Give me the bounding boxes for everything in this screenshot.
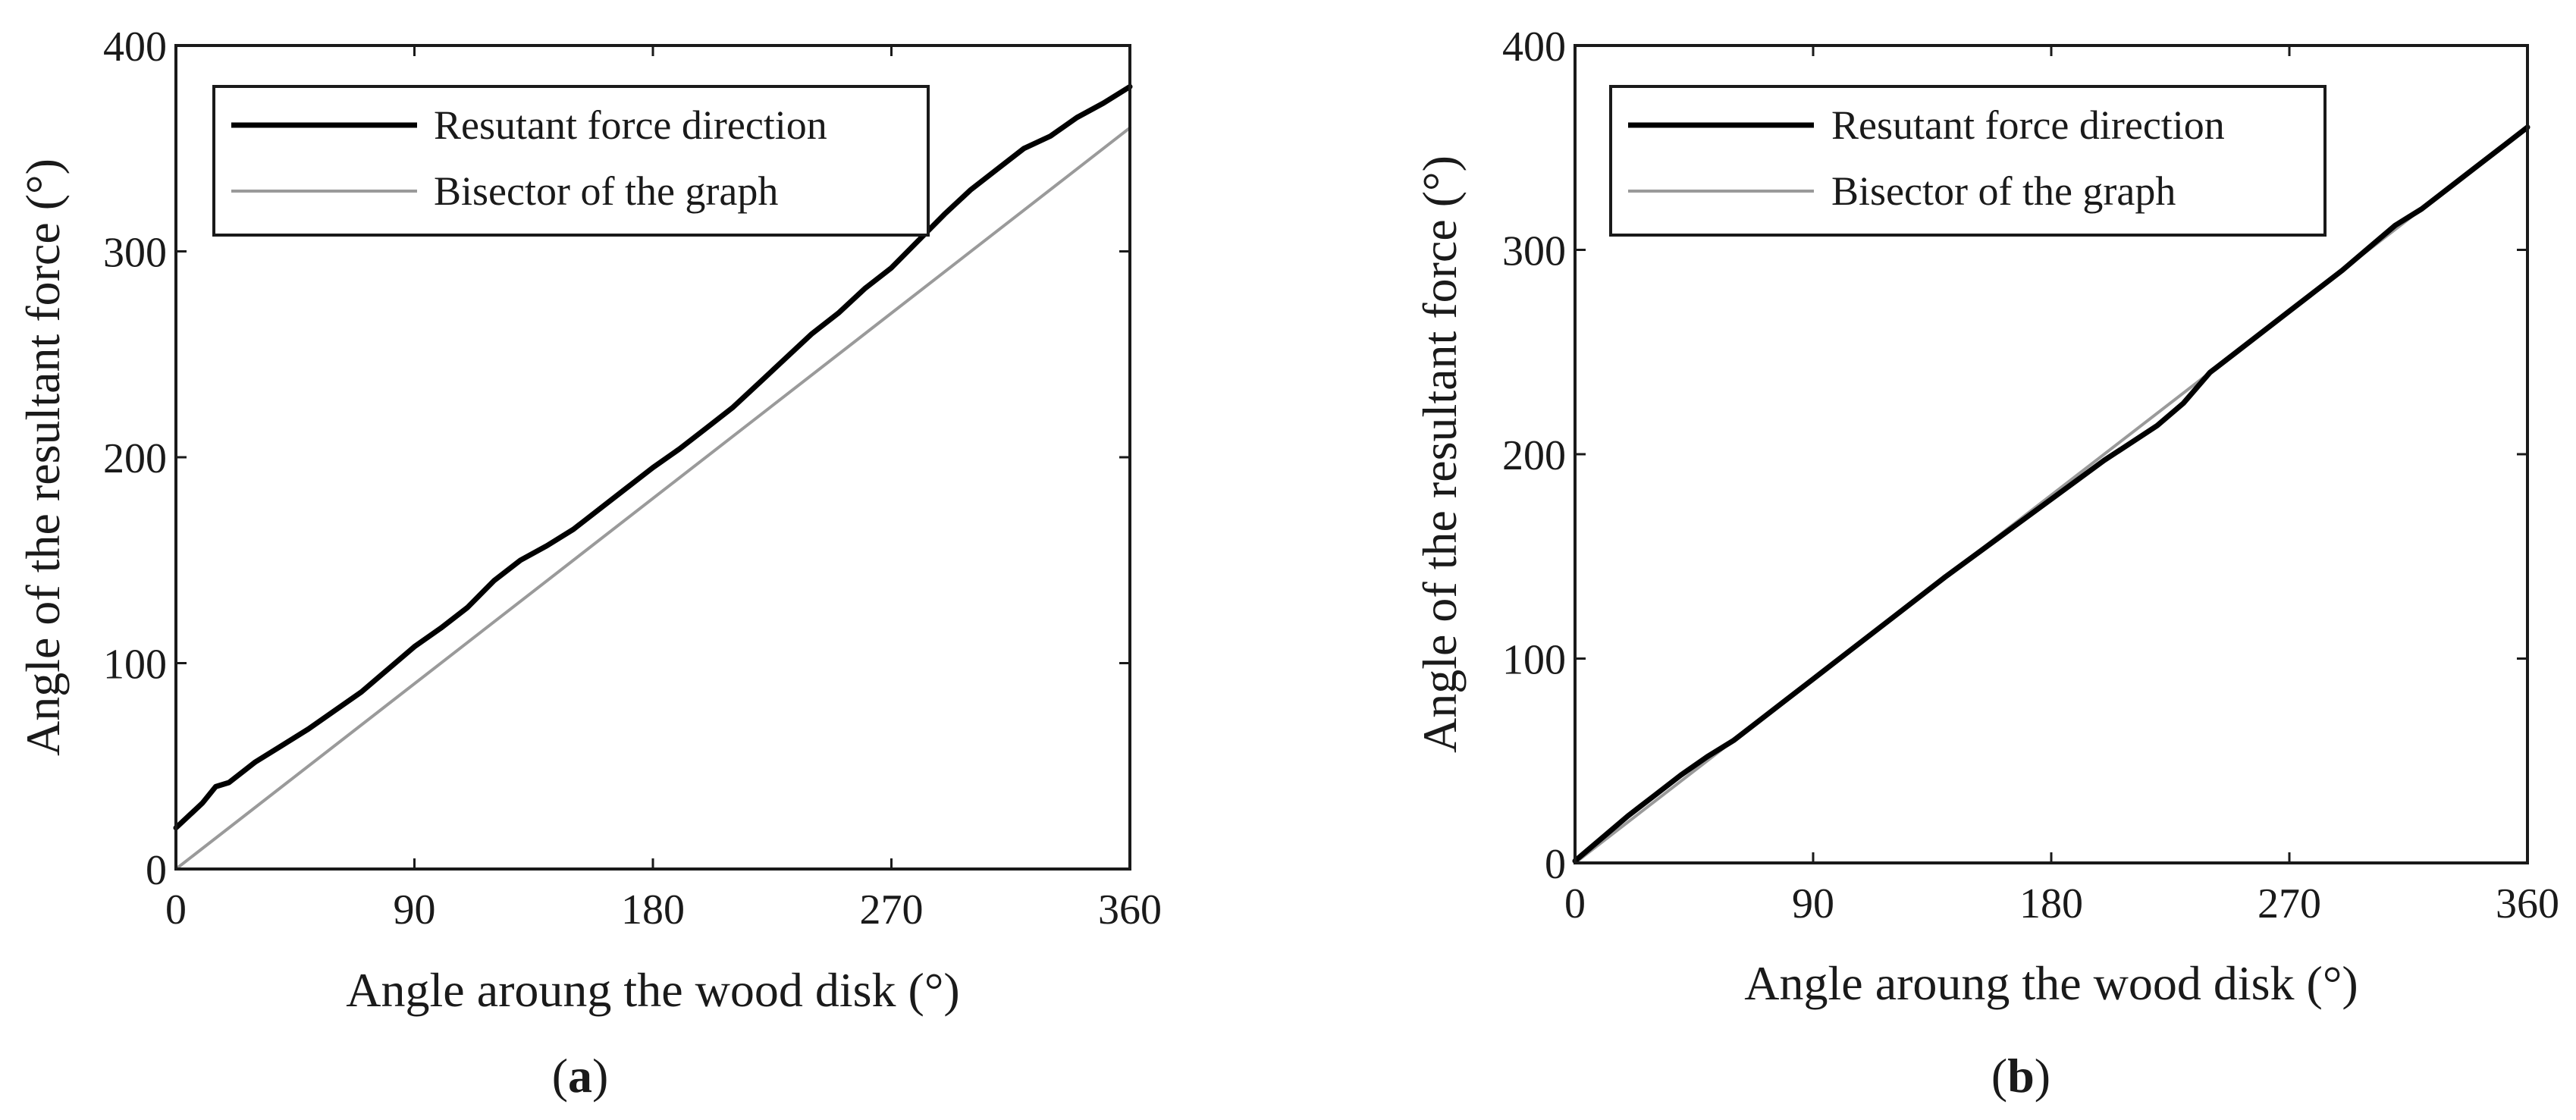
legend-box [212, 85, 930, 237]
y-tick-label: 400 [103, 24, 167, 71]
bisector-line [174, 126, 1131, 871]
panel-caption: (a) [552, 1049, 609, 1103]
legend: Resutant force direction Bisector of the… [212, 85, 930, 237]
x-tick-label: 90 [394, 886, 436, 933]
panel-a: 0 90 180 270 360 0 100 200 300 400 Angle… [16, 24, 1162, 1103]
x-tick-label: 180 [621, 886, 685, 933]
y-tick-label: 200 [1502, 432, 1566, 479]
x-axis-label: Angle aroung the wood disk (°) [346, 963, 959, 1017]
y-tick-label: 400 [1502, 24, 1566, 71]
x-tick-label: 270 [860, 886, 924, 933]
panel-caption: (b) [1991, 1049, 2050, 1103]
x-axis-label: Angle aroung the wood disk (°) [1744, 956, 2358, 1010]
y-tick-label: 300 [103, 230, 167, 277]
x-tick-label: 270 [2258, 880, 2321, 927]
legend: Resutant force direction Bisector of the… [1609, 85, 2327, 237]
legend-label: Resutant force direction [1831, 102, 2225, 148]
x-tick-label: 180 [2019, 880, 2083, 927]
y-axis-label: Angle of the resultant force (°) [1413, 155, 1467, 753]
resultant-force-line [173, 83, 1133, 831]
y-tick-label: 100 [103, 642, 167, 689]
panel-letter: a [568, 1049, 592, 1103]
x-tick-label: 0 [165, 886, 187, 933]
plot-area-b [1572, 44, 2531, 864]
x-tick-label: 0 [1564, 880, 1586, 927]
x-tick-label: 360 [1098, 886, 1162, 933]
legend-label: Bisector of the graph [434, 168, 778, 214]
resultant-force-line [1572, 124, 2531, 864]
plot-area-a [173, 44, 1133, 871]
x-tick-label: 90 [1792, 880, 1834, 927]
legend-label: Bisector of the graph [1831, 168, 2176, 214]
x-tick-label: 360 [2496, 880, 2559, 927]
panel-b: 0 90 180 270 360 0 100 200 300 400 Angle… [1413, 24, 2559, 1103]
y-tick-label: 300 [1502, 228, 1566, 275]
panel-letter: b [2007, 1049, 2035, 1103]
y-tick-label: 0 [1545, 841, 1566, 888]
legend-label: Resutant force direction [434, 102, 827, 148]
y-tick-label: 100 [1502, 637, 1566, 684]
y-axis-label: Angle of the resultant force (°) [16, 158, 70, 756]
legend-box [1609, 85, 2327, 237]
y-tick-label: 0 [146, 847, 167, 894]
y-tick-label: 200 [103, 435, 167, 482]
